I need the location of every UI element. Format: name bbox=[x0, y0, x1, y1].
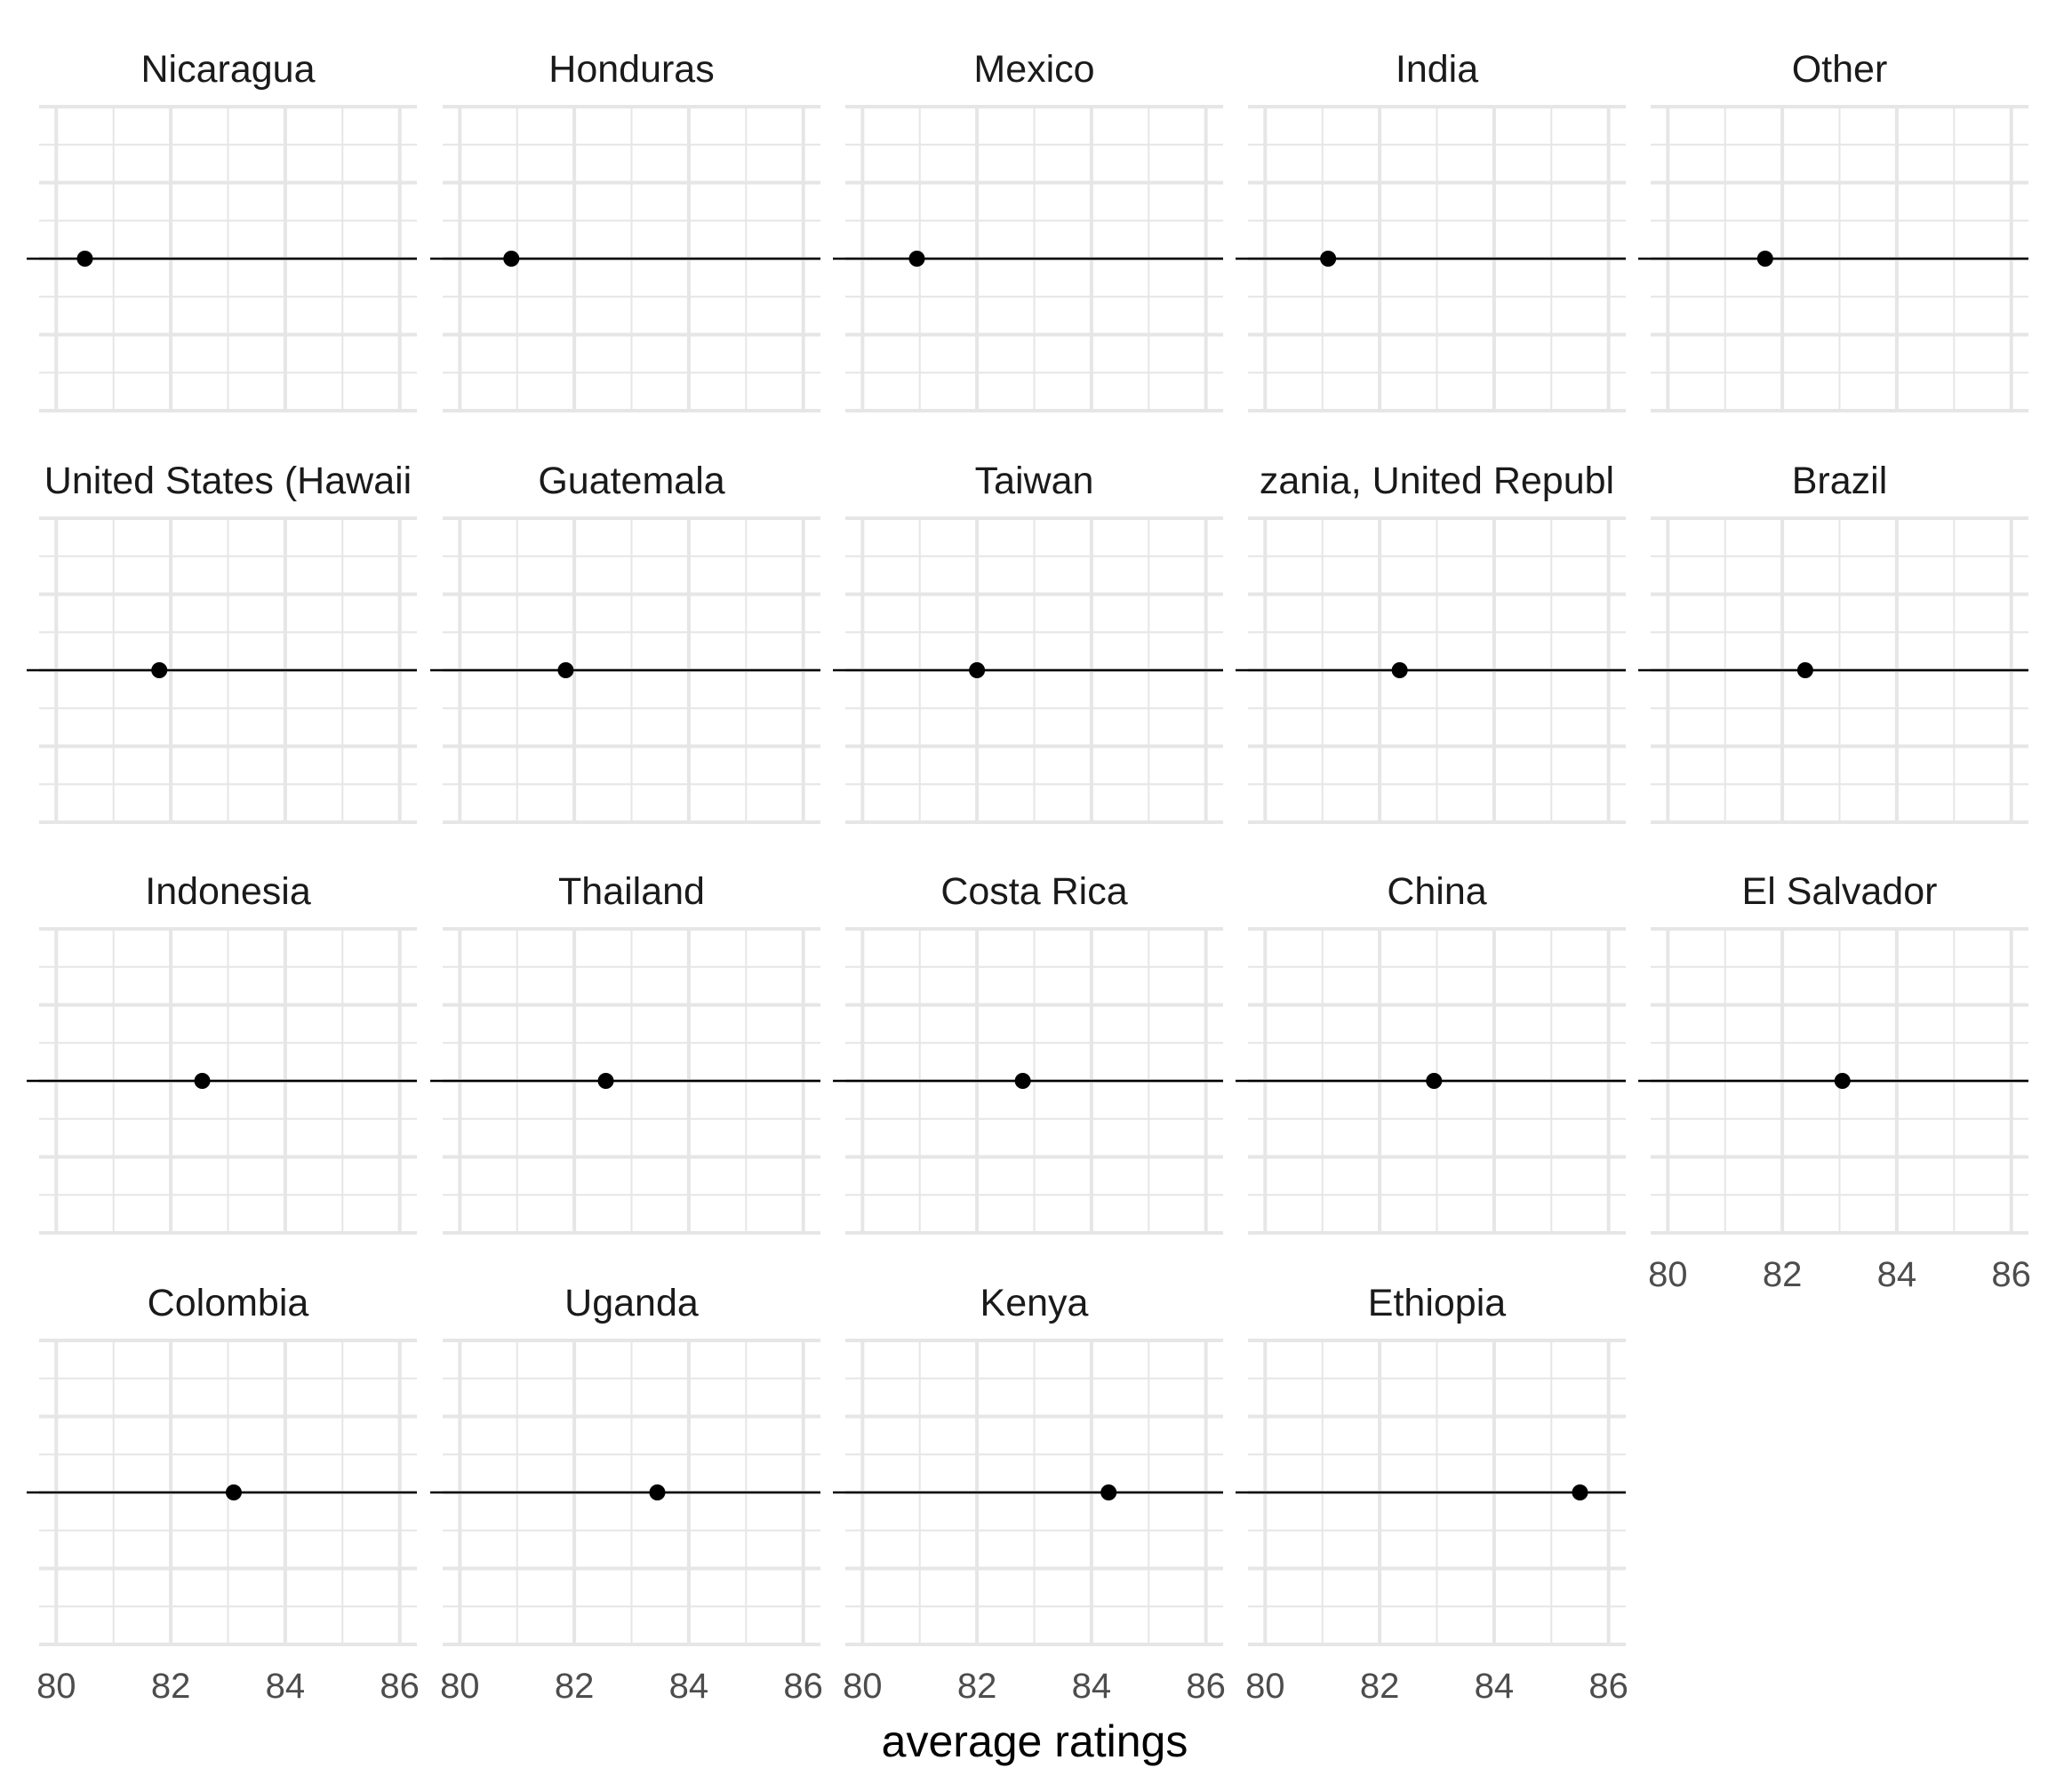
facet-label: Other bbox=[1792, 48, 1888, 91]
x-tick-label: 80 bbox=[843, 1667, 883, 1706]
x-tick-label: 82 bbox=[1360, 1667, 1400, 1706]
facet-label: Ethiopia bbox=[1368, 1282, 1506, 1324]
facet-panel: Honduras bbox=[430, 48, 820, 412]
x-tick-label: 84 bbox=[266, 1667, 306, 1706]
facet-label: Taiwan bbox=[975, 460, 1094, 502]
facet-label: Honduras bbox=[548, 48, 714, 91]
data-point bbox=[969, 662, 986, 678]
x-tick-label: 80 bbox=[1245, 1667, 1285, 1706]
x-tick-label: 84 bbox=[1072, 1667, 1112, 1706]
facet-panels: Nicaragua Honduras Mexico India Other United … bbox=[27, 48, 2031, 1706]
facet-label: El Salvador bbox=[1742, 870, 1938, 913]
facet-label: Indonesia bbox=[145, 870, 311, 913]
data-point bbox=[557, 662, 574, 678]
data-point bbox=[1834, 1073, 1851, 1089]
facet-panel: Thailand bbox=[430, 870, 820, 1235]
facet-label: Colombia bbox=[148, 1282, 309, 1324]
data-point bbox=[151, 662, 168, 678]
facet-label: Kenya bbox=[980, 1282, 1089, 1324]
facet-panel: Taiwan bbox=[833, 460, 1223, 824]
x-tick-label: 80 bbox=[440, 1667, 480, 1706]
facet-panel: Mexico bbox=[833, 48, 1223, 412]
facet-panel: Brazil bbox=[1638, 460, 2028, 824]
facet-panel: Ethiopia 80 82 84 86 bbox=[1236, 1282, 1628, 1706]
data-point bbox=[1426, 1073, 1443, 1089]
x-tick-label: 84 bbox=[1877, 1255, 1917, 1294]
data-point bbox=[194, 1073, 211, 1089]
data-point bbox=[225, 1484, 242, 1500]
data-point bbox=[649, 1484, 666, 1500]
facet-panel: United States (Hawaii bbox=[27, 460, 417, 824]
facet-label: United States (Hawaii bbox=[44, 460, 412, 502]
facet-panel: Colombia 80 82 84 86 bbox=[27, 1282, 420, 1706]
x-tick-label: 86 bbox=[1991, 1255, 2031, 1294]
data-point bbox=[597, 1073, 614, 1089]
x-tick-label: 80 bbox=[1648, 1255, 1688, 1294]
facet-panel: India bbox=[1236, 48, 1626, 412]
facet-panel: Guatemala bbox=[430, 460, 820, 824]
x-tick-label: 86 bbox=[380, 1667, 420, 1706]
x-tick-label: 84 bbox=[1475, 1667, 1515, 1706]
facet-panel: Uganda 80 82 84 86 bbox=[430, 1282, 823, 1706]
facet-panel: China bbox=[1236, 870, 1626, 1235]
data-point bbox=[1572, 1484, 1588, 1500]
data-point bbox=[503, 251, 520, 267]
facet-label: zania, United Republ bbox=[1260, 460, 1614, 502]
facet-label: India bbox=[1396, 48, 1478, 91]
x-tick-label: 82 bbox=[555, 1667, 595, 1706]
x-tick-label: 86 bbox=[1588, 1667, 1628, 1706]
x-tick-label: 86 bbox=[1186, 1667, 1226, 1706]
data-point bbox=[1100, 1484, 1117, 1500]
facet-label: Mexico bbox=[973, 48, 1094, 91]
data-point bbox=[1391, 662, 1408, 678]
facet-label: China bbox=[1387, 870, 1486, 913]
facet-label: Uganda bbox=[564, 1282, 699, 1324]
facet-label: Brazil bbox=[1792, 460, 1888, 502]
data-point bbox=[1320, 251, 1337, 267]
facet-label: Costa Rica bbox=[940, 870, 1127, 913]
facet-label: Nicaragua bbox=[141, 48, 316, 91]
x-tick-label: 82 bbox=[957, 1667, 997, 1706]
facet-panel: Indonesia bbox=[27, 870, 417, 1235]
x-tick-label: 82 bbox=[151, 1667, 191, 1706]
x-tick-label: 84 bbox=[669, 1667, 709, 1706]
facet-panel: zania, United Republ bbox=[1236, 460, 1626, 824]
data-point bbox=[76, 251, 93, 267]
facet-panel: Kenya 80 82 84 86 bbox=[833, 1282, 1226, 1706]
data-point bbox=[1796, 662, 1813, 678]
x-tick-label: 82 bbox=[1763, 1255, 1803, 1294]
facet-panel: El Salvador 80 82 84 86 bbox=[1638, 870, 2031, 1294]
facet-panel: Costa Rica bbox=[833, 870, 1223, 1235]
x-axis-title: average ratings bbox=[882, 1716, 1188, 1766]
data-point bbox=[1756, 251, 1773, 267]
facet-panel: Other bbox=[1638, 48, 2028, 412]
facet-label: Guatemala bbox=[538, 460, 724, 502]
facet-label: Thailand bbox=[558, 870, 705, 913]
x-tick-label: 80 bbox=[36, 1667, 76, 1706]
facet-panel: Nicaragua bbox=[27, 48, 417, 412]
data-point bbox=[1014, 1073, 1031, 1089]
data-point bbox=[908, 251, 925, 267]
x-tick-label: 86 bbox=[783, 1667, 823, 1706]
